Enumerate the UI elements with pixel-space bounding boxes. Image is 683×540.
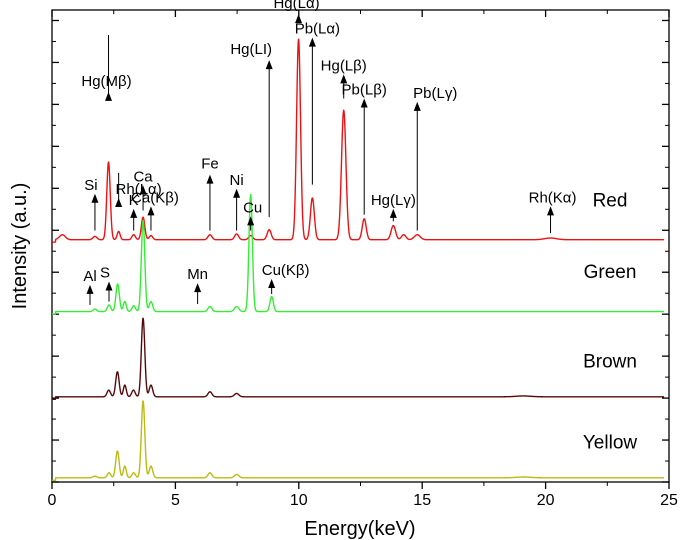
annotation-label: Si bbox=[84, 177, 97, 194]
annotation-arrow-head bbox=[139, 185, 147, 195]
x-axis-label: Energy(keV) bbox=[304, 518, 415, 540]
annotation-arrow-head bbox=[105, 281, 113, 291]
annotation-label: Hg(Lγ) bbox=[371, 192, 416, 209]
annotation-label: Cu bbox=[243, 199, 262, 216]
annotation-arrow-head bbox=[233, 188, 241, 198]
annotation-label: Cu(Kβ) bbox=[262, 262, 310, 279]
annotation-label: Pb(Lα) bbox=[295, 21, 340, 38]
annotation-label: Ca bbox=[133, 168, 153, 185]
annotation-label: Hg(Mβ) bbox=[81, 73, 131, 90]
annotation-label: Rh(Lα) bbox=[116, 181, 162, 198]
series-label-red: Red bbox=[593, 190, 628, 211]
x-tick-label: 25 bbox=[660, 492, 678, 509]
annotation-label: S bbox=[100, 265, 110, 282]
annotation-arrow-head bbox=[247, 216, 255, 226]
annotation-label: Fe bbox=[201, 156, 219, 173]
annotation-label: Mn bbox=[187, 266, 208, 283]
annotation-arrow-head bbox=[265, 60, 273, 70]
peak-annotations: Hg(Mβ) Rh(Lα) Si K Ca Ca(Kβ) Fe Ni Cu Hg(LI) Hg(Lα… bbox=[81, 0, 576, 305]
annotation-arrow-head bbox=[91, 193, 99, 203]
annotation-label: Pb(Lγ) bbox=[413, 85, 457, 102]
annotation-arrow-head bbox=[115, 197, 123, 207]
annotation-arrow-head bbox=[105, 91, 113, 101]
spectra-series bbox=[51, 38, 665, 482]
series-label-green: Green bbox=[584, 262, 637, 283]
annotation-label: Ni bbox=[230, 172, 244, 189]
annotation-label: Al bbox=[83, 268, 96, 285]
annotation-arrow-head bbox=[360, 98, 368, 108]
annotation-label: Hg(Lα) bbox=[273, 0, 319, 12]
annotation-label: Hg(Lβ) bbox=[321, 57, 367, 74]
annotation-label: K bbox=[129, 192, 139, 209]
x-tick-label: 5 bbox=[171, 492, 180, 509]
annotation-arrow-head bbox=[194, 283, 202, 293]
annotation-label: Hg(LI) bbox=[230, 41, 272, 58]
annotation-label: Pb(Lβ) bbox=[342, 82, 387, 99]
axis-ticks: 0 5 10 15 20 25 bbox=[48, 10, 678, 509]
annotation-arrow-head bbox=[268, 278, 276, 288]
annotation-arrow-head bbox=[308, 37, 316, 47]
annotation-arrow-head bbox=[413, 101, 421, 111]
annotation-label: Ca(Kβ) bbox=[131, 189, 179, 206]
x-tick-label: 15 bbox=[413, 492, 431, 509]
series-line-brown bbox=[51, 317, 665, 400]
series-labels: Red Green Brown Yellow bbox=[583, 190, 638, 453]
x-tick-label: 20 bbox=[537, 492, 555, 509]
annotation-arrow-head bbox=[130, 208, 138, 218]
annotation-arrow-head bbox=[147, 206, 155, 216]
annotation-arrow-head bbox=[295, 14, 303, 24]
series-line-green bbox=[51, 193, 665, 315]
annotation-label: Rh(Kα) bbox=[529, 189, 577, 206]
series-line-yellow bbox=[51, 400, 665, 482]
annotation-arrow-head bbox=[86, 284, 94, 294]
series-label-yellow: Yellow bbox=[583, 433, 638, 454]
y-axis-label: Intensity (a.u.) bbox=[9, 183, 31, 310]
annotation-arrow-head bbox=[547, 206, 555, 216]
annotation-arrow-head bbox=[389, 208, 397, 218]
x-tick-label: 10 bbox=[290, 492, 308, 509]
annotation-arrow-head bbox=[340, 74, 348, 84]
x-tick-label: 0 bbox=[48, 492, 57, 509]
series-line-red bbox=[51, 38, 665, 243]
series-label-brown: Brown bbox=[583, 352, 637, 373]
annotation-arrow-head bbox=[206, 174, 214, 184]
